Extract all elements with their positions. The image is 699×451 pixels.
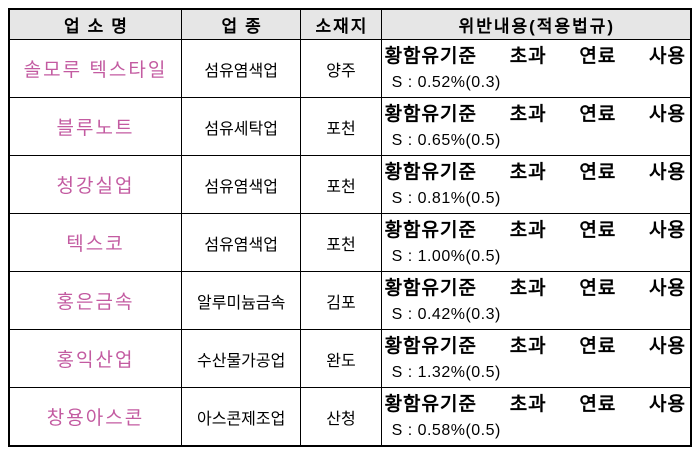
column-header-industry: 업종 (180, 8, 302, 40)
table-row: 블루노트 섬유세탁업 포천 황함유기준 초과 연료 사용 S : 0.65%(0… (8, 97, 692, 156)
table-row: 청강실업 섬유염색업 포천 황함유기준 초과 연료 사용 S : 0.81%(0… (8, 155, 692, 214)
violation-detail: S : 0.58%(0.5) (391, 422, 501, 439)
violation-detail: S : 0.65%(0.5) (391, 132, 501, 149)
business-name: 창용아스콘 (8, 387, 182, 447)
industry: 수산물가공업 (180, 329, 302, 388)
violation-table: 업소명 업종 소재지 위반내용(적용법규) 솔모루 텍스타일 섬유염색업 양주 … (8, 8, 692, 447)
column-header-location: 소재지 (300, 8, 382, 40)
business-name: 청강실업 (8, 155, 182, 214)
industry: 섬유염색업 (180, 213, 302, 272)
violation-cell: 황함유기준 초과 연료 사용 S : 0.58%(0.5) (380, 387, 692, 447)
industry: 아스콘제조업 (180, 387, 302, 447)
business-name: 홍은금속 (8, 271, 182, 330)
location: 산청 (300, 387, 382, 447)
violation-cell: 황함유기준 초과 연료 사용 S : 0.42%(0.3) (380, 271, 692, 330)
industry: 섬유염색업 (180, 155, 302, 214)
violation-detail: S : 0.81%(0.5) (391, 190, 501, 207)
table-header-row: 업소명 업종 소재지 위반내용(적용법규) (8, 8, 692, 40)
violation-text: 황함유기준 초과 연료 사용 (384, 162, 686, 183)
violation-detail: S : 1.32%(0.5) (391, 364, 501, 381)
column-header-violation: 위반내용(적용법규) (380, 8, 692, 40)
violation-text: 황함유기준 초과 연료 사용 (384, 278, 686, 299)
industry: 알루미늄금속 (180, 271, 302, 330)
violation-text: 황함유기준 초과 연료 사용 (384, 336, 686, 357)
industry: 섬유염색업 (180, 39, 302, 98)
location: 포천 (300, 155, 382, 214)
location: 완도 (300, 329, 382, 388)
violation-text: 황함유기준 초과 연료 사용 (384, 46, 686, 67)
violation-text: 황함유기준 초과 연료 사용 (384, 394, 686, 415)
violation-detail: S : 1.00%(0.5) (391, 248, 501, 265)
violation-cell: 황함유기준 초과 연료 사용 S : 1.32%(0.5) (380, 329, 692, 388)
location: 양주 (300, 39, 382, 98)
table-row: 창용아스콘 아스콘제조업 산청 황함유기준 초과 연료 사용 S : 0.58%… (8, 387, 692, 447)
table-row: 텍스코 섬유염색업 포천 황함유기준 초과 연료 사용 S : 1.00%(0.… (8, 213, 692, 272)
violation-cell: 황함유기준 초과 연료 사용 S : 0.81%(0.5) (380, 155, 692, 214)
business-name: 홍익산업 (8, 329, 182, 388)
violation-detail: S : 0.52%(0.3) (391, 74, 501, 91)
location: 포천 (300, 97, 382, 156)
location: 포천 (300, 213, 382, 272)
industry: 섬유세탁업 (180, 97, 302, 156)
column-header-business-name: 업소명 (8, 8, 182, 40)
location: 김포 (300, 271, 382, 330)
business-name: 텍스코 (8, 213, 182, 272)
violation-text: 황함유기준 초과 연료 사용 (384, 220, 686, 241)
business-name: 솔모루 텍스타일 (8, 39, 182, 98)
violation-cell: 황함유기준 초과 연료 사용 S : 1.00%(0.5) (380, 213, 692, 272)
table-row: 홍은금속 알루미늄금속 김포 황함유기준 초과 연료 사용 S : 0.42%(… (8, 271, 692, 330)
table-row: 홍익산업 수산물가공업 완도 황함유기준 초과 연료 사용 S : 1.32%(… (8, 329, 692, 388)
violation-cell: 황함유기준 초과 연료 사용 S : 0.52%(0.3) (380, 39, 692, 98)
violation-cell: 황함유기준 초과 연료 사용 S : 0.65%(0.5) (380, 97, 692, 156)
business-name: 블루노트 (8, 97, 182, 156)
table-row: 솔모루 텍스타일 섬유염색업 양주 황함유기준 초과 연료 사용 S : 0.5… (8, 39, 692, 98)
violation-detail: S : 0.42%(0.3) (391, 306, 501, 323)
violation-text: 황함유기준 초과 연료 사용 (384, 104, 686, 125)
